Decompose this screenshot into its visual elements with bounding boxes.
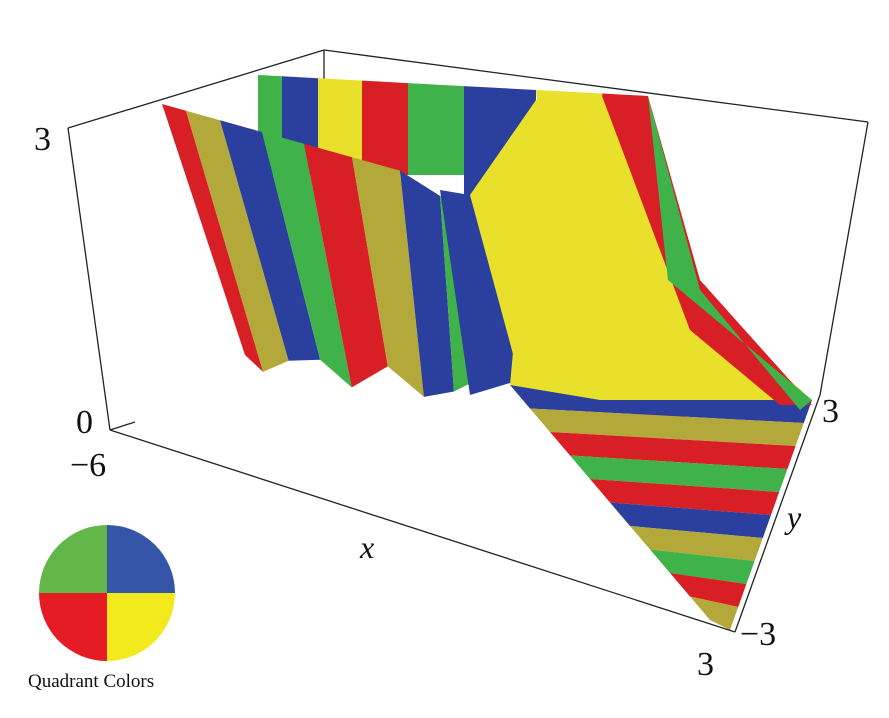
y-max-label: 3 [822, 393, 839, 430]
x-axis-label: x [359, 529, 374, 565]
front-strip [162, 104, 264, 372]
front-strip [400, 170, 454, 397]
legend-quadrant-bottom-right [107, 593, 175, 661]
right-band [550, 432, 796, 469]
y-min-label: −3 [740, 616, 776, 653]
right-band [530, 408, 804, 446]
legend-quadrant-bottom-left [39, 593, 107, 661]
legend-caption: Quadrant Colors [28, 671, 154, 692]
front-strip [262, 132, 352, 388]
front-strip [304, 143, 388, 388]
right-band [650, 549, 755, 584]
z-max-label: 3 [34, 121, 51, 158]
z-min-label: 0 [76, 404, 93, 441]
bounding-box-front [109, 394, 821, 633]
bounding-box-back [67, 49, 869, 431]
valley-strip [440, 190, 520, 395]
right-band [670, 573, 747, 607]
front-strip [352, 157, 424, 397]
x-min-label: −6 [70, 447, 106, 484]
back-strip [408, 83, 464, 175]
back-strip [362, 80, 408, 175]
quadrant-color-legend: Quadrant Colors [28, 525, 175, 692]
legend-quadrant-top-right [107, 525, 175, 593]
right-band [690, 596, 739, 630]
right-band [590, 479, 780, 515]
y-axis-label: y [784, 499, 802, 535]
front-sheet-strips [162, 100, 560, 397]
right-upper-band [602, 96, 812, 405]
right-band [630, 526, 763, 561]
x-max-label: 3 [697, 646, 714, 683]
legend-quadrant-top-left [39, 525, 107, 593]
right-upper-band [648, 96, 812, 410]
right-band [610, 502, 771, 538]
right-band [570, 455, 788, 492]
front-strip [186, 110, 289, 372]
front-strip [220, 120, 321, 361]
right-sheet-bands [510, 96, 812, 630]
